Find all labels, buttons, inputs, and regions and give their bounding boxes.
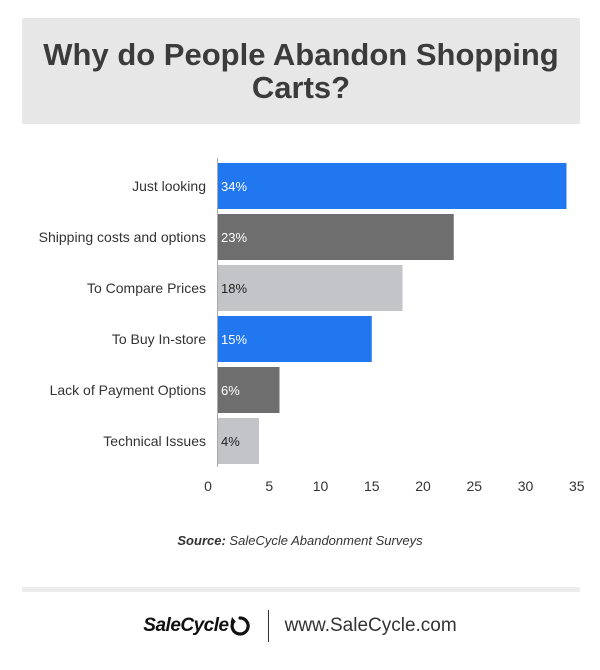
data-label: 15%: [221, 332, 247, 347]
x-tick-label: 20: [415, 478, 431, 494]
data-label: 6%: [221, 383, 240, 398]
category-label: Shipping costs and options: [39, 229, 206, 245]
cycle-icon: [230, 616, 250, 636]
bar-chart: Just looking 34% Shipping costs and option…: [39, 158, 585, 494]
title-banner: Why do People Abandon Shopping Carts?: [22, 18, 580, 124]
category-label: Just looking: [132, 178, 206, 194]
salecycle-logo: SaleCycle: [143, 615, 250, 637]
x-tick-label: 10: [313, 478, 329, 494]
category-label: Technical Issues: [103, 433, 206, 449]
x-tick-label: 30: [518, 478, 534, 494]
source-label: Source:: [177, 533, 226, 548]
bar-2: [218, 214, 454, 260]
bar-4: [218, 316, 372, 362]
bar-5: [218, 367, 280, 413]
source-text: SaleCycle Abandonment Surveys: [229, 533, 423, 548]
x-tick-label: 0: [204, 478, 212, 494]
category-label: Lack of Payment Options: [50, 382, 206, 398]
x-tick-label: 25: [466, 478, 482, 494]
data-label: 23%: [221, 230, 247, 245]
category-label: To Buy In-store: [112, 331, 206, 347]
bar-6: [218, 418, 259, 464]
chart-title: Why do People Abandon Shopping Carts?: [43, 37, 559, 105]
bar-1: [218, 163, 567, 209]
x-tick-label: 5: [265, 478, 273, 494]
footer-separator: [267, 610, 269, 642]
footer-divider: [22, 587, 580, 592]
data-label: 34%: [221, 179, 247, 194]
x-tick-label: 15: [364, 478, 380, 494]
bar-3: [218, 265, 403, 311]
footer: SaleCycle www.SaleCycle.com: [0, 605, 600, 647]
x-tick-label: 35: [569, 478, 585, 494]
category-label: To Compare Prices: [87, 280, 206, 296]
brand-name: SaleCycle: [143, 615, 229, 636]
data-label: 4%: [221, 434, 240, 449]
footer-url: www.SaleCycle.com: [284, 615, 457, 636]
source-note: Source: SaleCycle Abandonment Surveys: [0, 533, 600, 548]
data-label: 18%: [221, 281, 247, 296]
